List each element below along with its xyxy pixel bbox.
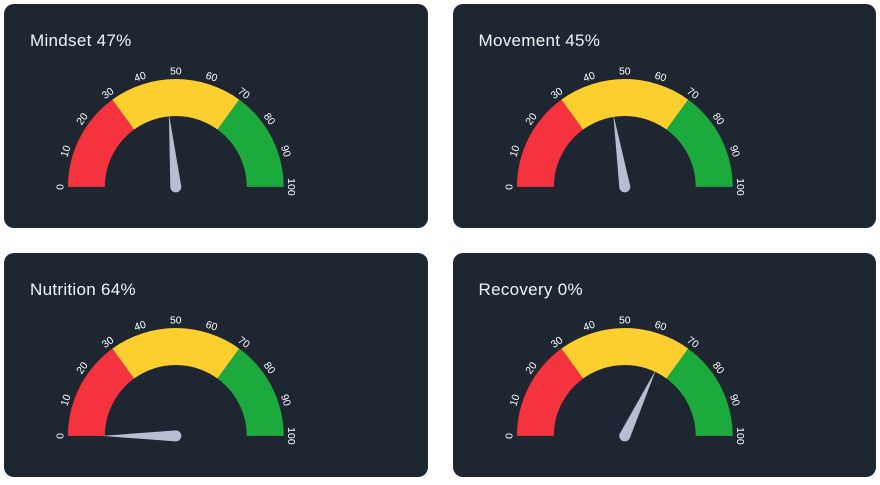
gauge-band <box>67 99 135 187</box>
gauge-needle-pivot <box>618 430 630 442</box>
gauge-band <box>516 348 583 436</box>
gauge-tick-label: 50 <box>618 67 630 78</box>
gauge-tick-label: 50 <box>170 316 182 327</box>
gauge-needle-pivot <box>170 181 182 193</box>
gauge-tick-label: 100 <box>285 178 296 196</box>
gauge-band <box>665 99 733 187</box>
gauge-tick-label: 0 <box>55 433 66 439</box>
gauge-tick-label: 60 <box>653 71 668 85</box>
gauge-needle-pivot <box>618 181 630 193</box>
gauge-tick-label: 60 <box>204 71 219 85</box>
gauge-tick-label: 0 <box>55 184 66 190</box>
gauge-tick-label: 0 <box>504 184 515 190</box>
gauge-card-mindset: Mindset 47% 0 10 20 30 40 50 60 70 80 90 100 <box>4 4 428 228</box>
gauge-tick-label: 90 <box>278 393 292 408</box>
gauge-tick-label: 90 <box>278 144 292 159</box>
gauge-tick-label: 50 <box>170 67 182 78</box>
card-title-mindset: Mindset 47% <box>30 31 132 50</box>
gauge-tick-label: 50 <box>618 316 630 327</box>
gauge-needle <box>168 113 182 188</box>
gauge-card-recovery: Recovery 0% 0 10 20 30 40 50 60 70 80 90 100 <box>452 253 876 477</box>
gauge-band <box>217 348 284 436</box>
gauge-tick-label: 100 <box>285 427 296 445</box>
gauge-tick-label: 40 <box>582 71 597 85</box>
gauge-tick-label: 60 <box>204 320 219 334</box>
gauge-tick-label: 90 <box>727 393 741 408</box>
gauge-tick-label: 10 <box>508 393 522 408</box>
gauge-card-movement: Movement 45% 0 10 20 30 40 50 60 70 80 90 100 <box>452 4 876 228</box>
gauge-tick-label: 100 <box>734 427 745 445</box>
gauge-tick-label: 10 <box>60 393 74 408</box>
gauge-tick-label: 60 <box>653 320 668 334</box>
gauge-band <box>67 348 135 436</box>
gauge-tick-label: 100 <box>734 178 745 196</box>
gauge-tick-label: 40 <box>133 71 148 85</box>
gauge-band <box>560 328 688 379</box>
gauge-tick-label: 0 <box>504 433 515 439</box>
gauge-tick-label: 90 <box>727 144 741 159</box>
gauge-needle <box>619 369 656 439</box>
gauge-band <box>217 99 284 187</box>
card-title-movement: Movement 45% <box>478 31 601 50</box>
gauge-tick-label: 10 <box>508 144 522 159</box>
gauge-needle <box>612 113 630 188</box>
gauge-band <box>560 79 688 130</box>
gauge-band <box>516 99 583 187</box>
card-title-nutrition: Nutrition 64% <box>30 280 136 299</box>
gauge-tick-label: 40 <box>582 320 597 334</box>
card-title-recovery: Recovery 0% <box>478 280 583 299</box>
gauge-needle-pivot <box>170 430 182 442</box>
gauge-band <box>112 79 240 130</box>
gauge-needle <box>101 430 176 442</box>
gauge-card-nutrition: Nutrition 64% 0 10 20 30 40 50 60 70 80 90 100 <box>4 253 428 477</box>
gauge-tick-label: 40 <box>133 320 148 334</box>
gauge-band <box>112 328 240 379</box>
gauge-band <box>665 348 733 436</box>
gauge-tick-label: 10 <box>60 144 74 159</box>
